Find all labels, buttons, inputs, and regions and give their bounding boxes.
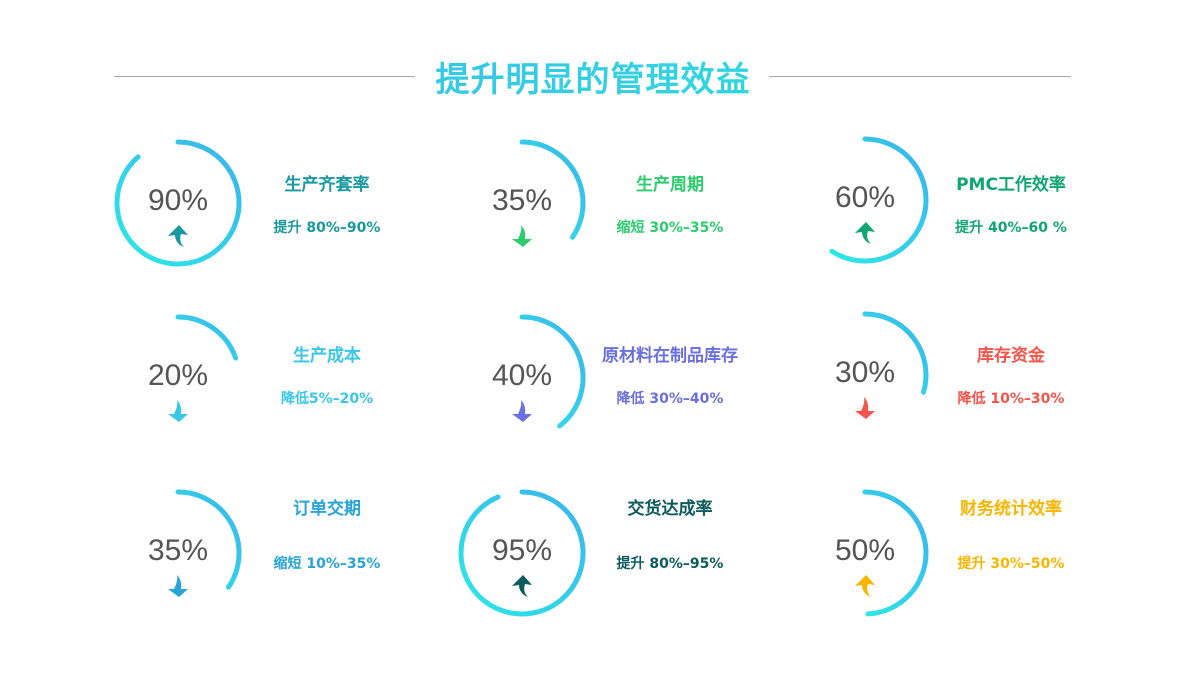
arrow-up-icon — [855, 222, 875, 244]
metric-value: 95% — [491, 534, 553, 567]
metric-label: 生产周期 — [636, 175, 704, 195]
metric-label: 生产成本 — [293, 346, 361, 366]
metric-label: 原材料在制品库存 — [602, 346, 738, 366]
metric-detail: 降低5%–20% — [280, 391, 374, 407]
metric-label: 财务统计效率 — [960, 499, 1062, 519]
metric-value: 50% — [834, 534, 896, 567]
title-rule-right — [769, 76, 1071, 77]
metric-label: 生产齐套率 — [284, 175, 370, 195]
metric-detail: 提升 30%–50% — [957, 556, 1065, 572]
metric-label: 交货达成率 — [627, 499, 713, 519]
metric-label: 库存资金 — [977, 346, 1045, 366]
metric-detail: 降低 10%–30% — [957, 391, 1065, 407]
arrow-up-icon — [168, 225, 188, 247]
metric-card: 50% 财务统计效率提升 30%–50% — [0, 0, 1064, 617]
arrow-down-icon — [512, 225, 532, 247]
title-rule-left — [114, 76, 415, 77]
metric-detail: 降低 30%–40% — [616, 391, 724, 407]
metric-value: 60% — [834, 181, 896, 214]
arrow-down-icon — [168, 575, 188, 597]
metric-label: 订单交期 — [293, 499, 361, 519]
metric-label: PMC工作效率 — [956, 175, 1066, 195]
arrow-down-icon — [168, 400, 188, 422]
metric-value: 35% — [147, 534, 209, 567]
metric-value: 90% — [147, 184, 209, 217]
arrow-up-icon — [512, 575, 532, 597]
metric-value: 40% — [491, 359, 553, 392]
metric-detail: 缩短 10%–35% — [273, 556, 381, 572]
arrow-down-icon — [512, 400, 532, 422]
metric-value: 35% — [491, 184, 553, 217]
metric-detail: 提升 80%–95% — [616, 556, 724, 572]
metric-detail: 提升 80%–90% — [273, 220, 381, 236]
arrow-down-icon — [855, 397, 875, 419]
arrow-up-icon — [855, 575, 875, 597]
metric-value: 30% — [834, 356, 896, 389]
metric-detail: 缩短 30%–35% — [616, 220, 724, 236]
metric-value: 20% — [147, 359, 209, 392]
metric-detail: 提升 40%–60 % — [955, 220, 1067, 236]
page-title: 提升明显的管理效益 — [0, 52, 1186, 101]
